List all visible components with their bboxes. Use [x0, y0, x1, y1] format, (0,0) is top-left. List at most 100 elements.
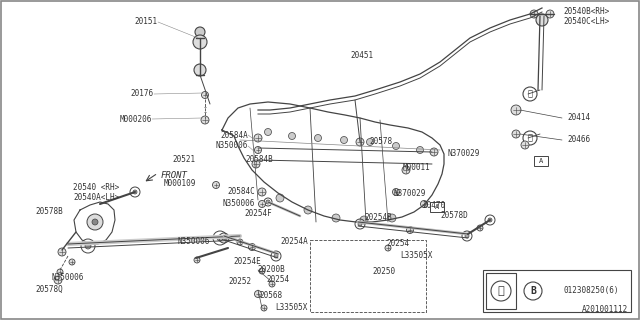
Circle shape: [58, 248, 66, 256]
Text: N350006: N350006: [216, 141, 248, 150]
Circle shape: [264, 129, 271, 135]
Circle shape: [274, 254, 278, 258]
Circle shape: [259, 268, 265, 274]
Circle shape: [57, 269, 63, 275]
Circle shape: [546, 10, 554, 18]
Text: B: B: [530, 286, 536, 296]
Circle shape: [252, 160, 260, 168]
Text: 20568: 20568: [259, 291, 282, 300]
Circle shape: [523, 131, 537, 145]
Circle shape: [512, 130, 520, 138]
Text: ①: ①: [527, 133, 532, 142]
Circle shape: [276, 194, 284, 202]
Text: 20540C<LH>: 20540C<LH>: [563, 17, 609, 26]
Text: 20451: 20451: [350, 51, 373, 60]
Circle shape: [430, 148, 438, 156]
Circle shape: [254, 134, 262, 142]
Text: A: A: [539, 158, 543, 164]
Circle shape: [133, 190, 137, 194]
Text: 20252: 20252: [228, 277, 251, 286]
Circle shape: [536, 14, 548, 26]
Text: 20584C: 20584C: [227, 188, 255, 196]
Circle shape: [92, 219, 98, 225]
Circle shape: [304, 206, 312, 214]
Circle shape: [201, 116, 209, 124]
Circle shape: [356, 138, 364, 146]
Circle shape: [420, 201, 428, 207]
Circle shape: [314, 134, 321, 141]
Text: L33505X: L33505X: [275, 302, 307, 311]
Circle shape: [402, 166, 410, 174]
Text: 20578: 20578: [369, 138, 392, 147]
Text: 012308250(6): 012308250(6): [563, 286, 618, 295]
Circle shape: [388, 214, 396, 222]
Circle shape: [488, 218, 492, 222]
Text: 20578Q: 20578Q: [35, 284, 63, 293]
Bar: [534, 156, 548, 166]
Bar: [486, 273, 516, 309]
Text: 20540A<LH>: 20540A<LH>: [73, 193, 119, 202]
Text: 20254A: 20254A: [280, 236, 308, 245]
Text: M00011: M00011: [403, 164, 431, 172]
Circle shape: [261, 305, 267, 311]
Text: N350006: N350006: [178, 236, 210, 245]
Circle shape: [491, 281, 511, 301]
Text: 20254: 20254: [266, 276, 289, 284]
Circle shape: [237, 239, 243, 245]
Circle shape: [202, 92, 209, 99]
Circle shape: [417, 147, 424, 154]
Text: 20151: 20151: [135, 18, 158, 27]
Circle shape: [222, 236, 226, 240]
Text: N370029: N370029: [447, 148, 479, 157]
Text: N350006: N350006: [52, 273, 84, 282]
Circle shape: [259, 201, 266, 207]
Text: 20540 <RH>: 20540 <RH>: [73, 182, 119, 191]
Circle shape: [392, 188, 399, 196]
Circle shape: [54, 276, 62, 284]
Text: L33505X: L33505X: [400, 251, 433, 260]
Circle shape: [195, 27, 205, 37]
Circle shape: [358, 222, 362, 226]
Text: 20578D: 20578D: [440, 211, 468, 220]
Circle shape: [248, 244, 255, 251]
Text: N370029: N370029: [394, 188, 426, 197]
Circle shape: [193, 35, 207, 49]
Text: M000109: M000109: [164, 179, 196, 188]
Circle shape: [521, 141, 529, 149]
Circle shape: [530, 10, 538, 18]
Text: 20176: 20176: [131, 90, 154, 99]
Text: 20254: 20254: [386, 239, 409, 249]
Circle shape: [392, 142, 399, 149]
Text: 20584B: 20584B: [245, 156, 273, 164]
Bar: [430, 202, 444, 212]
Text: 20200B: 20200B: [257, 265, 285, 274]
Text: 20254F: 20254F: [244, 210, 272, 219]
Text: 20540B<RH>: 20540B<RH>: [563, 6, 609, 15]
Bar: [310, 240, 426, 312]
Circle shape: [465, 234, 469, 238]
Circle shape: [332, 214, 340, 222]
Circle shape: [367, 139, 374, 146]
Circle shape: [289, 132, 296, 140]
Circle shape: [258, 188, 266, 196]
Text: 20254E: 20254E: [233, 257, 260, 266]
Text: 20250: 20250: [372, 267, 395, 276]
Text: 20584A: 20584A: [220, 131, 248, 140]
Circle shape: [269, 281, 275, 287]
Text: A201001112: A201001112: [582, 305, 628, 314]
Text: ①: ①: [527, 90, 532, 99]
Text: 20521: 20521: [173, 156, 196, 164]
Circle shape: [194, 257, 200, 263]
Text: FRONT: FRONT: [161, 172, 188, 180]
Circle shape: [194, 64, 206, 76]
Circle shape: [255, 291, 262, 298]
Text: N350006: N350006: [223, 199, 255, 209]
Circle shape: [523, 87, 537, 101]
Circle shape: [255, 147, 262, 154]
Text: A: A: [435, 204, 439, 210]
Circle shape: [524, 282, 542, 300]
Circle shape: [69, 259, 75, 265]
Circle shape: [477, 225, 483, 231]
Circle shape: [511, 105, 521, 115]
Circle shape: [87, 214, 103, 230]
